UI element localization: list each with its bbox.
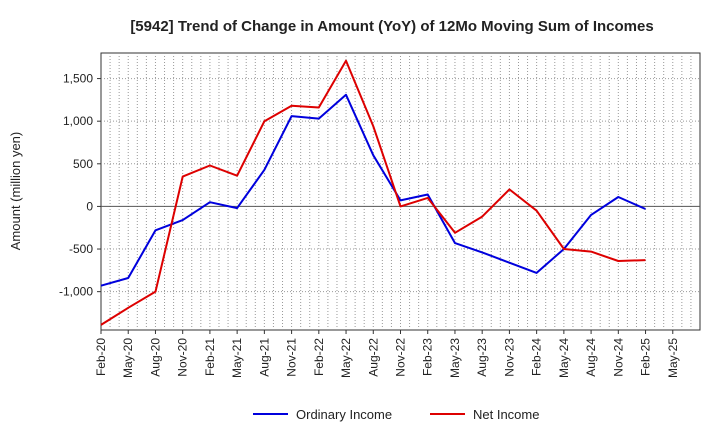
x-tick-label: Nov-24	[611, 338, 625, 377]
y-tick-label: -1,000	[59, 285, 93, 299]
series-line	[100, 59, 646, 326]
grid-lines	[101, 53, 700, 330]
x-tick-label: Aug-24	[584, 338, 598, 377]
x-tick-label: May-23	[448, 338, 462, 378]
x-tick-label: Aug-23	[475, 338, 489, 377]
y-tick-label: 1,000	[63, 114, 93, 128]
x-tick-label: May-20	[121, 338, 135, 378]
y-tick-label: 0	[86, 199, 93, 213]
y-axis-ticks: -1,000 -500 0 500 1,000 1,500	[59, 72, 101, 299]
x-tick-label: Feb-22	[312, 338, 326, 376]
legend-label: Net Income	[473, 407, 539, 422]
x-tick-label: Nov-21	[285, 338, 299, 377]
x-tick-label: Nov-22	[394, 338, 408, 377]
x-tick-label: Feb-21	[203, 338, 217, 376]
series-line	[100, 93, 646, 287]
x-tick-label: Feb-23	[421, 338, 435, 376]
y-tick-label: 1,500	[63, 72, 93, 86]
x-tick-label: Feb-24	[530, 338, 544, 376]
x-tick-label: May-25	[666, 338, 680, 378]
x-tick-label: Nov-23	[502, 338, 516, 377]
y-tick-label: 500	[73, 157, 93, 171]
x-tick-label: Aug-22	[366, 338, 380, 377]
legend-label: Ordinary Income	[296, 407, 392, 422]
chart-title: [5942] Trend of Change in Amount (YoY) o…	[130, 18, 653, 35]
x-axis-ticks: Feb-20 May-20 Aug-20 Nov-20 Feb-21 May-21 Aug-…	[94, 330, 680, 378]
x-tick-label: Nov-20	[176, 338, 190, 377]
x-tick-label: Aug-21	[257, 338, 271, 377]
series-lines	[100, 59, 646, 326]
x-tick-label: May-22	[339, 338, 353, 378]
legend: Ordinary Income Net Income	[253, 407, 539, 422]
x-tick-label: Feb-20	[94, 338, 108, 376]
x-tick-label: Feb-25	[639, 338, 653, 376]
x-tick-label: May-21	[230, 338, 244, 378]
y-axis-title: Amount (million yen)	[8, 132, 23, 251]
y-tick-label: -500	[69, 242, 93, 256]
x-tick-label: Aug-20	[148, 338, 162, 377]
x-tick-label: May-24	[557, 338, 571, 378]
